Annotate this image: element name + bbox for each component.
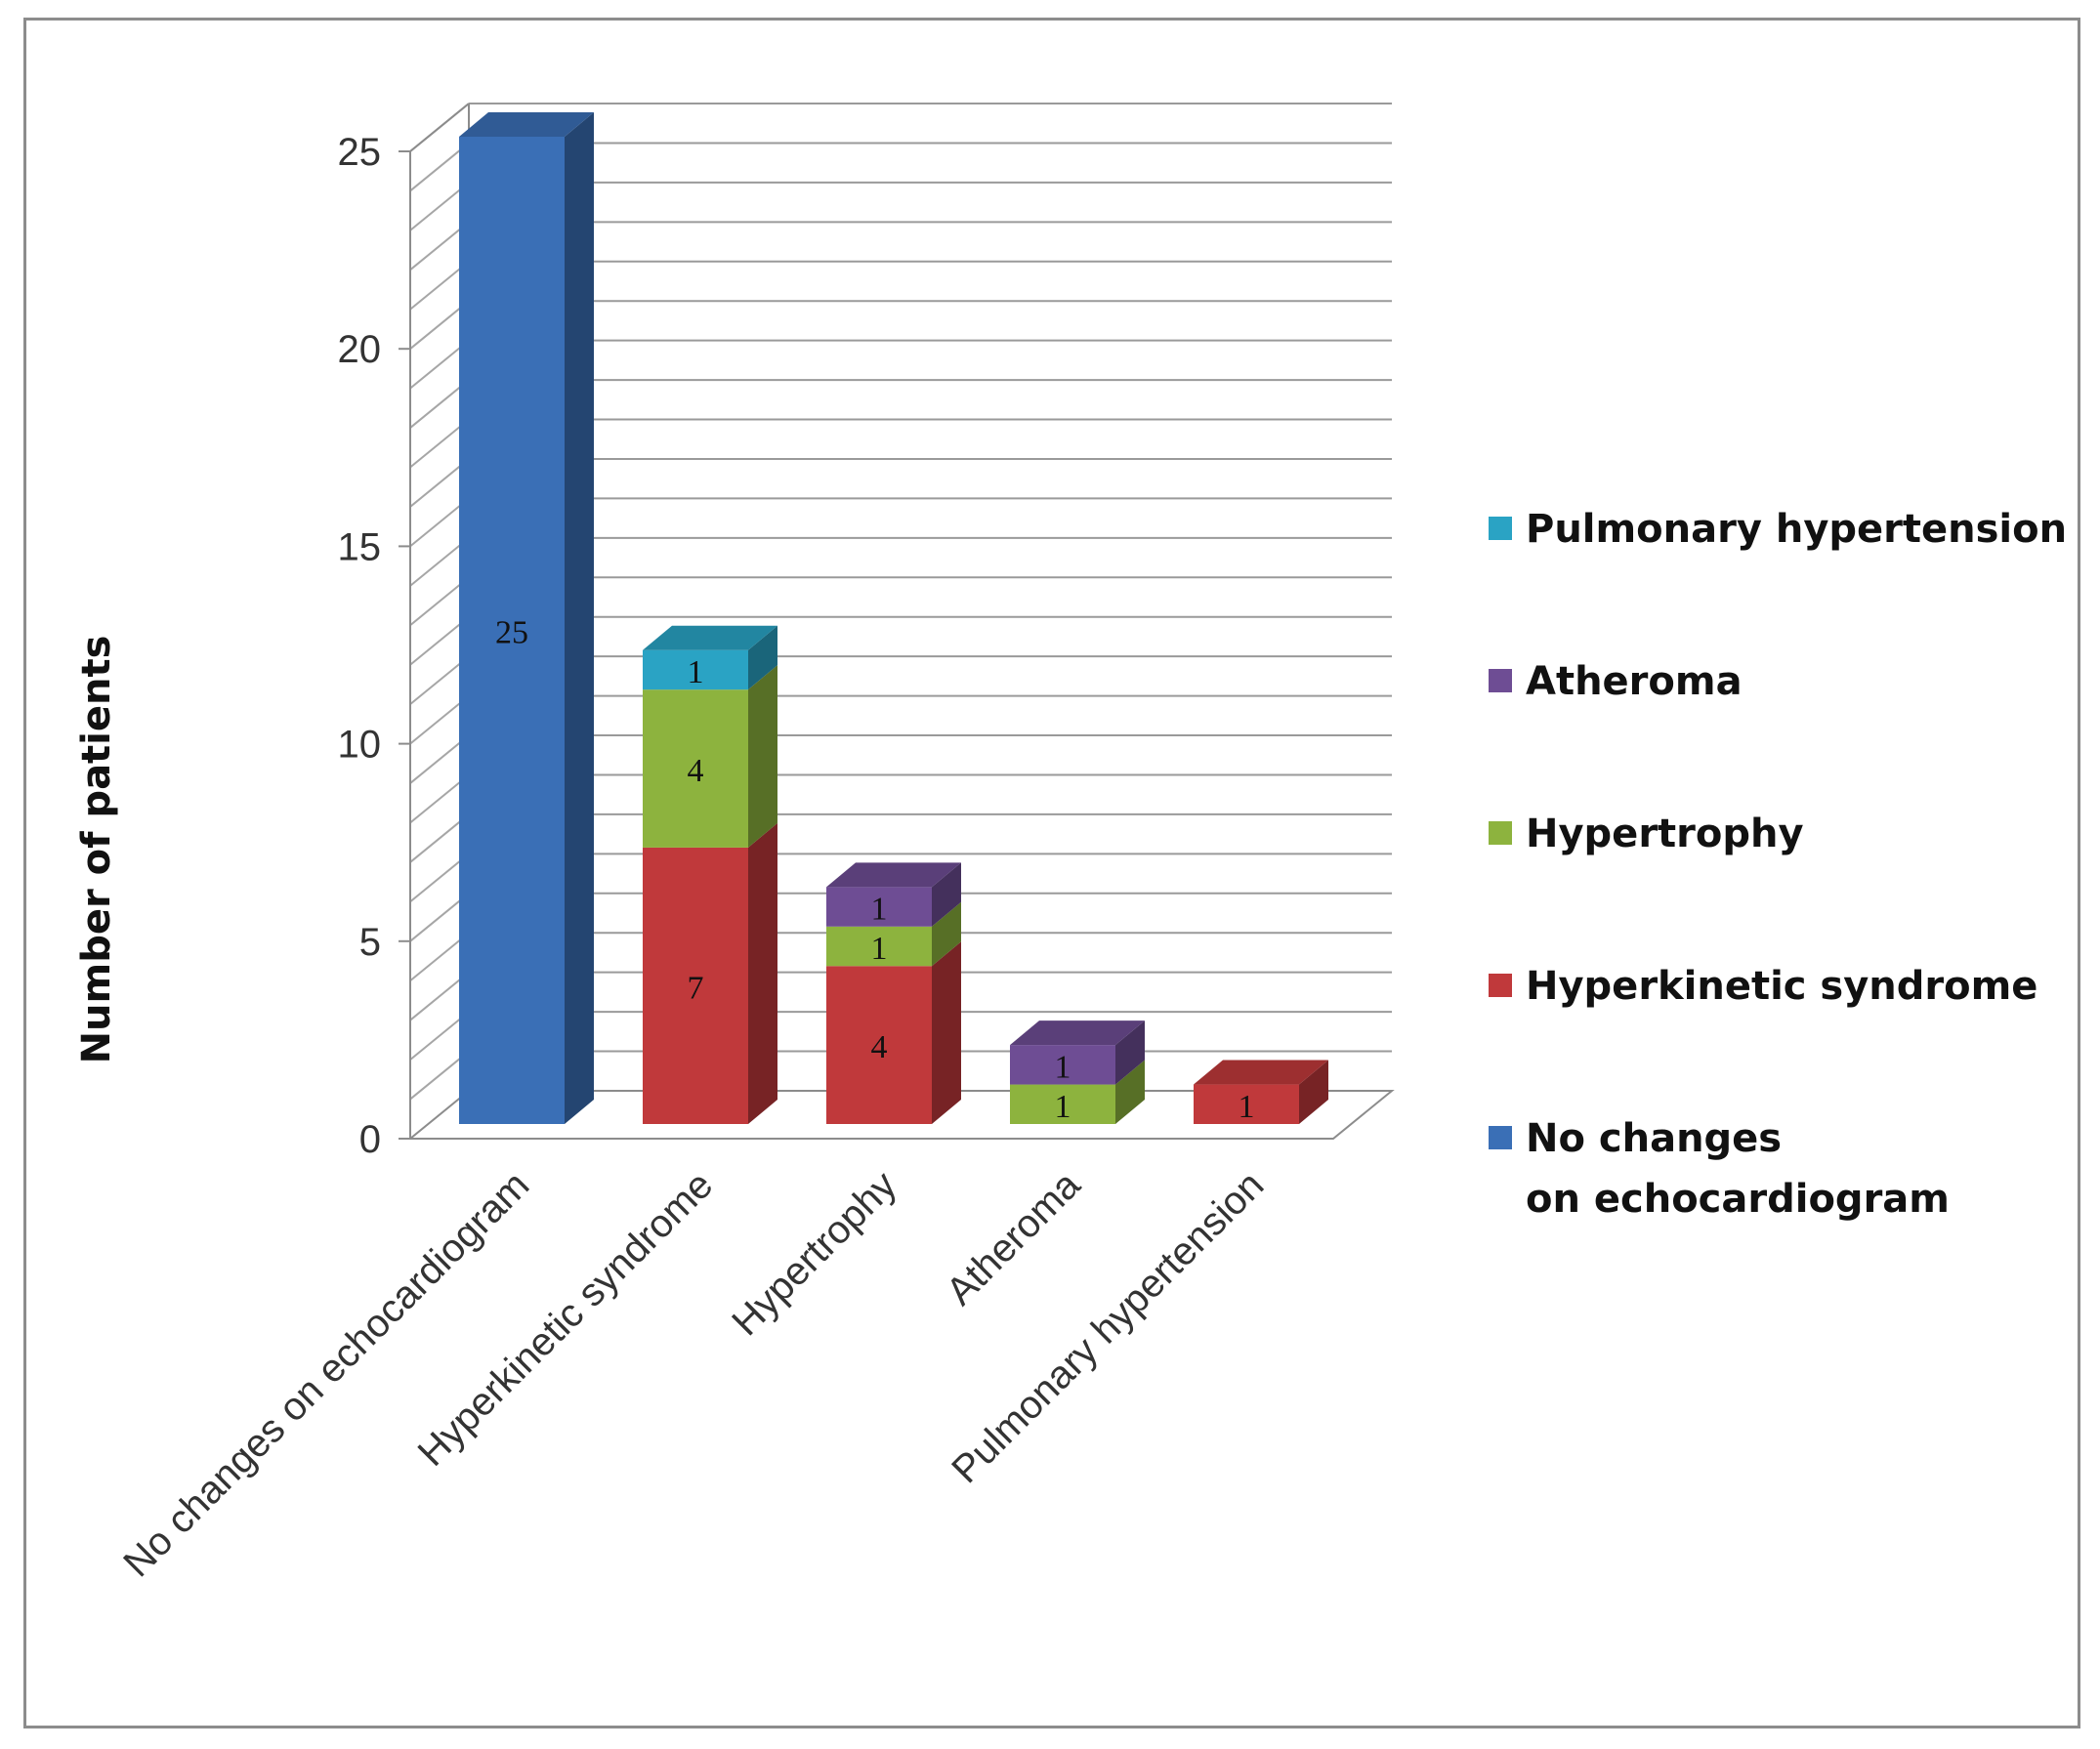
bar-hyperkinetic-syndrome-pulmonary-hypertension-top (643, 625, 777, 650)
bar-hypertrophy-hyperkinetic-syndrome-side (932, 941, 961, 1124)
bar-hypertrophy-atheroma-side (932, 862, 961, 927)
bar-atheroma-hypertrophy-front (1010, 1084, 1115, 1124)
data-label-atheroma-hypertrophy: 1 (1055, 1089, 1071, 1125)
bar-atheroma-atheroma-top (1010, 1020, 1145, 1046)
legend-label-hypertrophy: Hypertrophy (1526, 812, 1804, 856)
bar-no-changes-on-echocardiogram-no-changes-on-echocardiogram-front (459, 137, 565, 1124)
y-axis-top (409, 103, 470, 152)
bar-hyperkinetic-syndrome-hypertrophy-side (748, 665, 777, 848)
legend: Pulmonary hypertension Atheroma Hypertroph… (1489, 507, 2067, 1222)
bar-no-changes-on-echocardiogram-no-changes-on-echocardiogram-top (459, 112, 594, 137)
data-label-pulmonary-hypertension-hyperkinetic-syndrome: 1 (1239, 1089, 1255, 1125)
bar-hyperkinetic-syndrome-hypertrophy-front (643, 689, 748, 848)
y-tick-label: 15 (338, 525, 382, 568)
y-tick-label: 10 (338, 724, 382, 767)
legend-label-hyperkinetic-syndrome: Hyperkinetic syndrome (1526, 964, 2037, 1009)
bar-hypertrophy-hypertrophy-side (932, 901, 961, 967)
bar-atheroma-atheroma-side (1115, 1020, 1145, 1085)
bar-hypertrophy-hyperkinetic-syndrome-front (826, 966, 932, 1124)
y-axis-title: Number of patients (74, 636, 119, 1064)
bar-layer (459, 112, 1328, 1124)
bar-hypertrophy-hypertrophy-front (826, 926, 932, 967)
bar-hyperkinetic-syndrome-pulmonary-hypertension-front (643, 649, 748, 690)
y-tick-label: 0 (359, 1118, 381, 1161)
legend-label-no-changes-on-echocardiogram: on echocardiogram (1526, 1177, 1950, 1222)
x-tick-label-pulmonary-hypertension: Pulmonary hypertension (944, 1163, 1272, 1491)
axis-layer: 0 5 10 15 20 25 Number of patients (74, 103, 470, 1161)
legend-swatch-hypertrophy (1489, 821, 1512, 845)
legend-swatch-atheroma (1489, 669, 1512, 692)
x-tick-label-no-changes-on-echocardiogram: No changes on echocardiogram (115, 1163, 537, 1585)
bar-hypertrophy-atheroma-front (826, 887, 932, 927)
legend-label-no-changes-on-echocardiogram: No changes (1526, 1116, 1782, 1161)
data-label-hyperkinetic-syndrome-pulmonary-hypertension: 1 (688, 654, 704, 690)
bar-hyperkinetic-syndrome-pulmonary-hypertension-side (748, 625, 777, 690)
bar-pulmonary-hypertension-hyperkinetic-syndrome-top (1194, 1060, 1328, 1085)
legend-swatch-pulmonary-hypertension (1489, 517, 1512, 540)
bar-hyperkinetic-syndrome-hyperkinetic-syndrome-side (748, 822, 777, 1124)
data-label-hyperkinetic-syndrome-hypertrophy: 4 (688, 753, 704, 789)
y-tick-label: 5 (359, 921, 381, 964)
legend-label-atheroma: Atheroma (1526, 659, 1743, 704)
x-tick-label-hyperkinetic-syndrome: Hyperkinetic syndrome (410, 1163, 722, 1475)
x-tick-label-hypertrophy: Hypertrophy (724, 1163, 904, 1344)
legend-swatch-no-changes-on-echocardiogram (1489, 1126, 1512, 1149)
legend-swatch-hyperkinetic-syndrome (1489, 974, 1512, 997)
legend-label-pulmonary-hypertension: Pulmonary hypertension (1526, 507, 2067, 552)
x-tick-label-atheroma: Atheroma (939, 1163, 1089, 1313)
data-label-hypertrophy-atheroma: 1 (871, 892, 888, 928)
bar-hyperkinetic-syndrome-hyperkinetic-syndrome-front (643, 847, 748, 1124)
data-label-atheroma-atheroma: 1 (1055, 1049, 1071, 1085)
y-tick-label: 20 (338, 328, 382, 371)
data-label-no-changes-on-echocardiogram-no-changes-on-echocardiogram: 25 (495, 615, 528, 651)
bar-atheroma-atheroma-front (1010, 1045, 1115, 1085)
data-label-hypertrophy-hypertrophy: 1 (871, 931, 888, 967)
bar-pulmonary-hypertension-hyperkinetic-syndrome-side (1299, 1060, 1328, 1124)
bar-pulmonary-hypertension-hyperkinetic-syndrome-front (1194, 1084, 1299, 1124)
data-label-hyperkinetic-syndrome-hyperkinetic-syndrome: 7 (688, 970, 704, 1006)
data-label-hypertrophy-hyperkinetic-syndrome: 4 (871, 1029, 888, 1065)
bar-no-changes-on-echocardiogram-no-changes-on-echocardiogram-side (565, 112, 594, 1124)
chart-frame (23, 18, 2080, 1728)
y-tick-label: 25 (338, 131, 382, 174)
bar-atheroma-hypertrophy-side (1115, 1060, 1145, 1124)
bar-hypertrophy-atheroma-top (826, 862, 961, 888)
